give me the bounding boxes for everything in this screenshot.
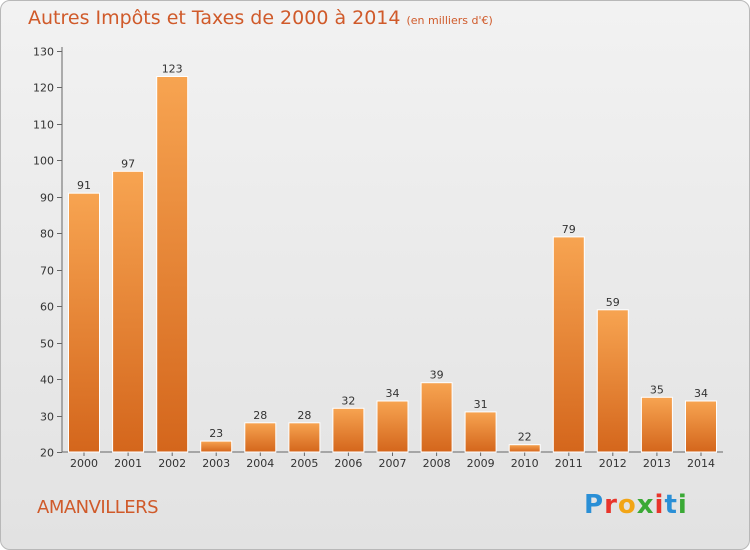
x-tick-label: 2007 <box>379 457 407 470</box>
bars <box>68 76 717 453</box>
y-tick-label: 20 <box>40 447 54 460</box>
bar-value-label: 23 <box>209 427 223 440</box>
x-tick-label: 2004 <box>246 457 274 470</box>
bar <box>112 170 145 453</box>
bar-value-label: 91 <box>77 179 91 192</box>
bar <box>156 76 189 453</box>
bar-value-label: 35 <box>650 383 664 396</box>
city-name: AMANVILLERS <box>37 497 159 518</box>
y-tick-label: 60 <box>40 301 54 314</box>
bar <box>685 400 717 453</box>
bar <box>200 440 233 453</box>
y-tick-label: 100 <box>33 155 54 168</box>
bar <box>244 422 277 453</box>
bar-value-label: 28 <box>253 409 267 422</box>
labels: 91 2000 97 2001 123 2002 23 2003 28 2004 28 2005 32 2… <box>70 63 715 471</box>
x-tick-label: 2008 <box>423 457 451 470</box>
y-tick-label: 130 <box>33 46 54 59</box>
y-tick-label: 30 <box>40 411 54 424</box>
logo-letter: P <box>584 490 605 520</box>
x-tick-label: 2006 <box>334 457 362 470</box>
x-tick-label: 2003 <box>202 457 230 470</box>
bar <box>288 422 321 453</box>
x-tick-label: 2000 <box>70 457 98 470</box>
logo-letter: i <box>654 490 665 520</box>
x-tick-label: 2011 <box>555 457 583 470</box>
bar <box>332 407 365 453</box>
y-tick-label: 110 <box>33 119 54 132</box>
x-tick-label: 2010 <box>511 457 539 470</box>
x-tick-label: 2012 <box>599 457 627 470</box>
bar-value-label: 79 <box>562 223 576 236</box>
bar <box>420 382 453 453</box>
y-tick-label: 90 <box>40 192 54 205</box>
x-tick-label: 2009 <box>467 457 495 470</box>
logo-letter: i <box>677 490 688 520</box>
bar-value-label: 97 <box>121 157 135 170</box>
bar <box>68 192 100 453</box>
x-tick-label: 2013 <box>643 457 671 470</box>
logo-letter: x <box>636 490 655 520</box>
x-tick-label: 2005 <box>290 457 318 470</box>
logo-letter: t <box>664 490 678 520</box>
chart-title: Autres Impôts et Taxes de 2000 à 2014 (en… <box>28 7 493 29</box>
bar-value-label: 31 <box>474 398 488 411</box>
bar-value-label: 22 <box>518 431 532 444</box>
y-tick-label: 50 <box>40 338 54 351</box>
bar-value-label: 59 <box>606 296 620 309</box>
logo-letter: o <box>617 490 637 520</box>
bar <box>640 396 673 453</box>
bar-value-label: 39 <box>430 369 444 382</box>
y-tick-label: 80 <box>40 228 54 241</box>
bar-value-label: 123 <box>162 63 183 76</box>
bar <box>508 444 541 453</box>
bar <box>596 309 629 453</box>
chart-subtitle: (en milliers d'€) <box>406 14 493 27</box>
proxiti-logo: Proxiti <box>584 490 688 520</box>
x-tick-label: 2014 <box>687 457 715 470</box>
y-tick-label: 120 <box>33 82 54 95</box>
y-tick-label: 70 <box>40 265 54 278</box>
bar-value-label: 34 <box>694 387 708 400</box>
y-tick-label: 40 <box>40 374 54 387</box>
bar <box>464 411 497 453</box>
bar-value-label: 28 <box>297 409 311 422</box>
logo-letter: r <box>604 490 618 520</box>
bar <box>376 400 409 453</box>
bar-value-label: 34 <box>386 387 400 400</box>
bar-value-label: 32 <box>341 394 355 407</box>
x-tick-label: 2001 <box>114 457 142 470</box>
bar <box>552 236 585 453</box>
chart-title-text: Autres Impôts et Taxes de 2000 à 2014 <box>28 7 401 29</box>
x-tick-label: 2002 <box>158 457 186 470</box>
